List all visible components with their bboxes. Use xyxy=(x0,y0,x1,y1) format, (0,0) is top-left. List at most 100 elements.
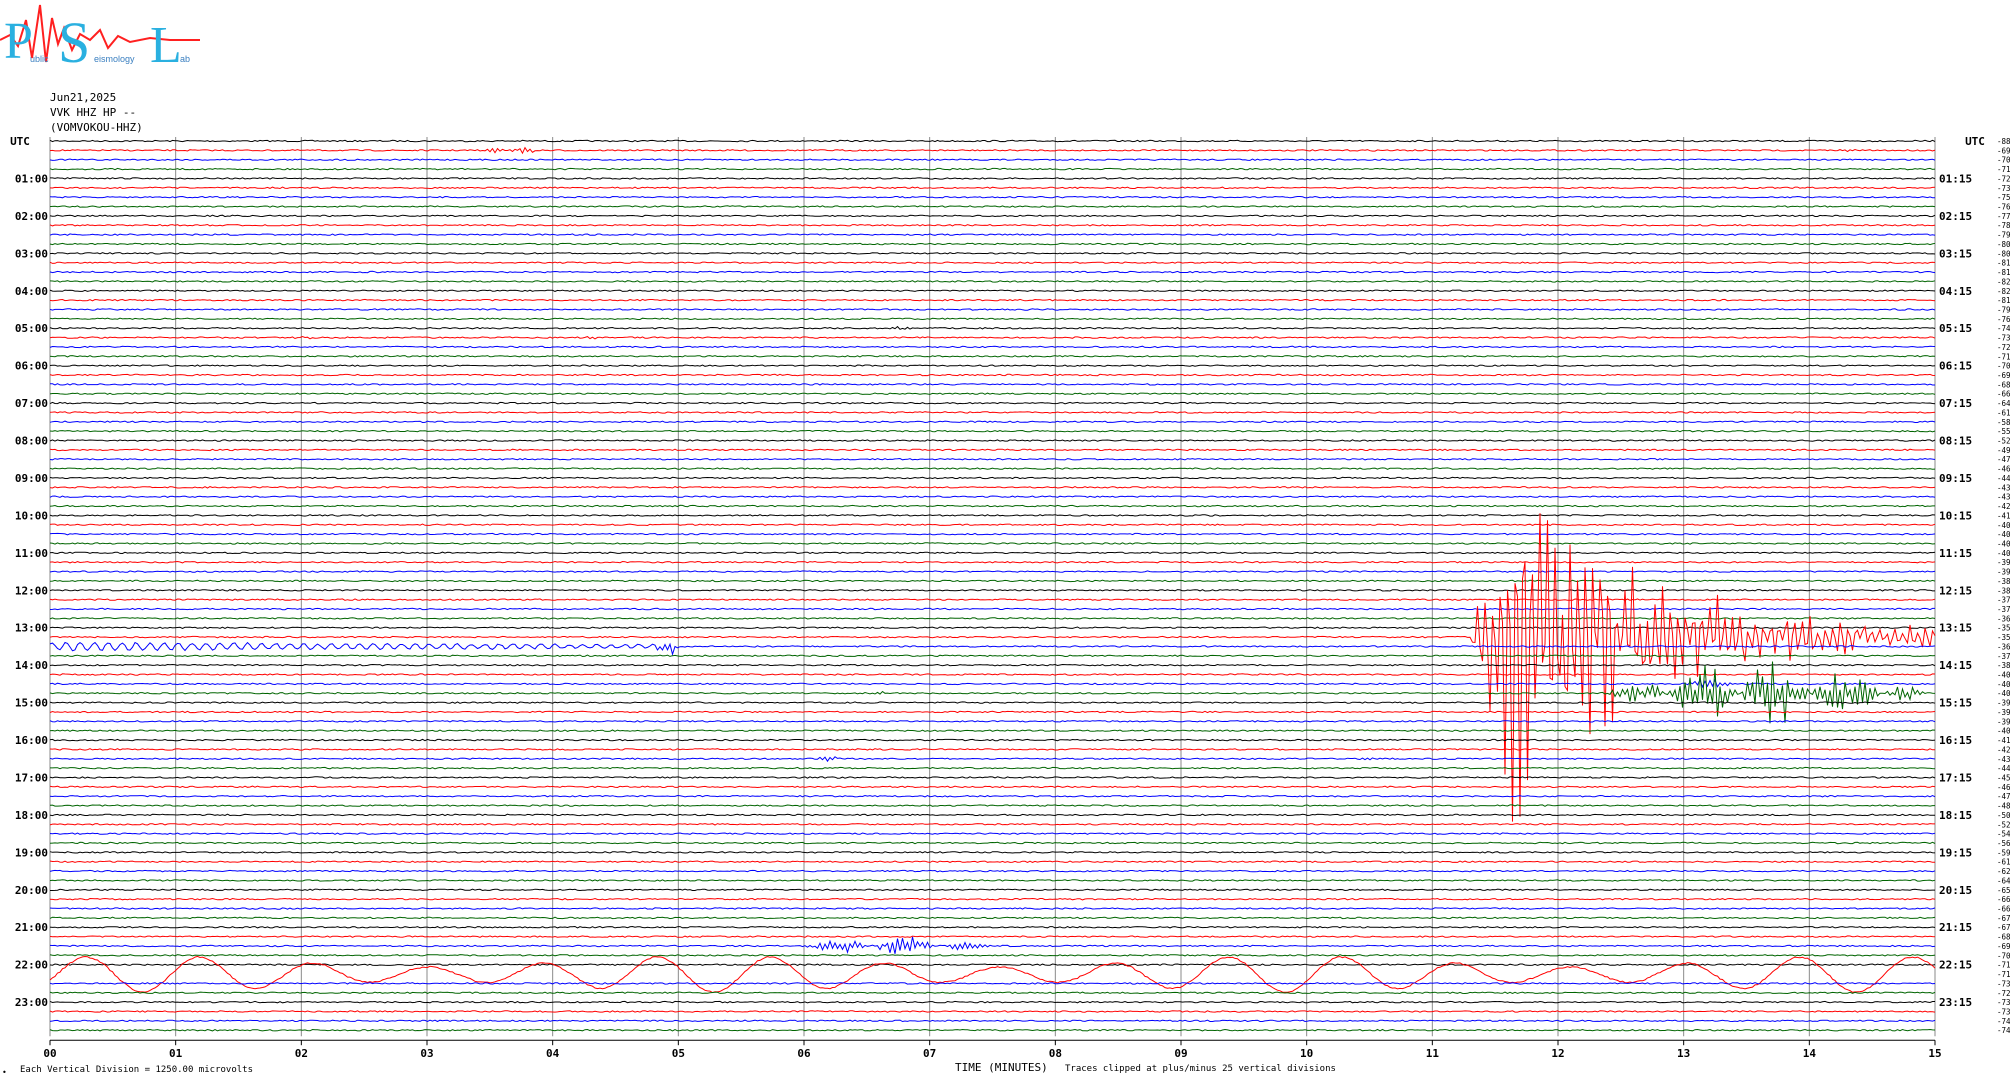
right-offset-value: -7260 xyxy=(1997,174,2010,183)
left-time-label: 11:00 xyxy=(15,547,48,560)
x-tick-label: 06 xyxy=(797,1047,811,1060)
seismic-trace xyxy=(49,335,1936,340)
x-axis-label: TIME (MINUTES) xyxy=(955,1061,1048,1074)
seismic-trace xyxy=(49,298,1936,302)
seismic-trace xyxy=(49,429,1936,433)
seismic-trace xyxy=(49,139,1936,143)
scale-note: Each Vertical Division = 1250.00 microvo… xyxy=(20,1065,253,1075)
seismic-trace xyxy=(49,661,1936,724)
left-time-label: 10:00 xyxy=(15,509,48,522)
seismic-trace xyxy=(49,457,1936,461)
right-offset-value: -4089 xyxy=(1997,727,2010,736)
right-offset-value: -6187 xyxy=(1997,408,2010,417)
right-offset-value: -7270 xyxy=(1997,989,2010,998)
right-time-label: 02:15 xyxy=(1939,210,1972,223)
seismic-trace xyxy=(49,663,1936,667)
right-offset-value: -6730 xyxy=(1997,914,2010,923)
x-tick-label: 13 xyxy=(1677,1047,1690,1060)
left-time-label: 14:00 xyxy=(15,659,48,672)
seismic-trace xyxy=(49,936,1936,955)
x-tick-label: 05 xyxy=(672,1047,685,1060)
right-time-label: 09:15 xyxy=(1939,472,1972,485)
right-offset-value: -7424 xyxy=(1997,1017,2010,1026)
right-offset-value: -7026 xyxy=(1997,362,2010,371)
seismic-trace xyxy=(49,832,1936,835)
left-time-label: 01:00 xyxy=(15,172,48,185)
right-time-label: 21:15 xyxy=(1939,921,1972,934)
seismic-trace xyxy=(49,589,1935,592)
right-offset-value: -3841 xyxy=(1997,586,2010,595)
right-offset-value: -5221 xyxy=(1997,820,2010,829)
seismic-trace xyxy=(49,1028,1936,1032)
right-offset-value: -7470 xyxy=(1997,324,2010,333)
left-time-label: 15:00 xyxy=(15,697,48,710)
right-time-label: 19:15 xyxy=(1939,846,1972,859)
clip-note: Traces clipped at plus/minus 25 vertical… xyxy=(1065,1064,1336,1074)
right-offset-value: -4997 xyxy=(1997,446,2010,455)
right-offset-value: -7305 xyxy=(1997,998,2010,1007)
seismic-trace xyxy=(49,364,1936,367)
right-offset-value: -7310 xyxy=(1997,334,2010,343)
seismic-trace xyxy=(49,392,1936,395)
right-axis-title: UTC xyxy=(1965,135,1985,148)
logo-word-eismology: eismology xyxy=(94,54,135,64)
right-offset-value: -6681 xyxy=(1997,905,2010,914)
right-offset-value: -7179 xyxy=(1997,970,2010,979)
right-offset-value: -4762 xyxy=(1997,792,2010,801)
right-offset-value: -5241 xyxy=(1997,437,2010,446)
seismic-trace xyxy=(49,158,1936,161)
seismic-trace xyxy=(49,869,1936,873)
x-tick-label: 01 xyxy=(169,1047,183,1060)
right-offset-value: -3935 xyxy=(1997,568,2010,577)
right-offset-value: -7352 xyxy=(1997,1007,2010,1016)
seismic-trace xyxy=(49,570,1936,573)
seismic-trace xyxy=(49,897,1936,901)
header-station: VVK HHZ HP -- xyxy=(50,106,137,119)
left-time-label: 13:00 xyxy=(15,622,48,635)
logo-letter-p: P xyxy=(4,13,33,70)
right-offset-value: -4456 xyxy=(1997,764,2010,773)
seismic-trace xyxy=(49,954,1936,957)
right-offset-value: -7204 xyxy=(1997,343,2010,352)
right-offset-value: -5684 xyxy=(1997,839,2010,848)
right-offset-value: -8018 xyxy=(1997,240,2010,249)
seismic-trace xyxy=(49,982,1936,985)
seismic-trace xyxy=(49,785,1936,789)
left-time-label: 22:00 xyxy=(15,959,48,972)
seismic-trace xyxy=(49,289,1936,293)
seismic-trace xyxy=(49,851,1936,854)
seismic-trace xyxy=(49,626,1936,629)
right-offset-value: -3706 xyxy=(1997,605,2010,614)
right-offset-value: -6672 xyxy=(1997,390,2010,399)
seismic-trace xyxy=(49,214,1936,218)
seismic-trace xyxy=(49,804,1935,807)
seismic-trace xyxy=(49,420,1936,424)
logo-word-ab: ab xyxy=(180,54,190,64)
right-offset-value: -7943 xyxy=(1997,231,2010,240)
seismic-trace xyxy=(49,439,1936,442)
right-offset-value: -4039 xyxy=(1997,689,2010,698)
seismic-trace xyxy=(50,766,1936,770)
seismic-trace xyxy=(49,841,1936,845)
seismic-trace xyxy=(49,261,1936,264)
right-offset-value: -4104 xyxy=(1997,736,2010,745)
right-offset-value: -7663 xyxy=(1997,203,2010,212)
right-offset-value: -3619 xyxy=(1997,642,2010,651)
right-offset-value: -3894 xyxy=(1997,577,2010,586)
seismic-trace xyxy=(49,532,1936,536)
right-offset-value: -4568 xyxy=(1997,773,2010,782)
seismic-trace xyxy=(49,641,1936,657)
seismic-trace xyxy=(49,1000,1935,1004)
seismic-trace xyxy=(49,1010,1936,1013)
right-time-label: 15:15 xyxy=(1939,697,1972,710)
right-offset-value: -5046 xyxy=(1997,811,2010,820)
right-offset-value: -4079 xyxy=(1997,680,2010,689)
seismic-trace xyxy=(49,756,1936,763)
seismic-trace xyxy=(49,513,1936,822)
seismic-trace xyxy=(49,963,1936,966)
right-offset-value: -7912 xyxy=(1997,305,2010,314)
right-offset-value: -7865 xyxy=(1997,221,2010,230)
right-time-label: 03:15 xyxy=(1939,247,1972,260)
right-offset-value: -3968 xyxy=(1997,699,2010,708)
